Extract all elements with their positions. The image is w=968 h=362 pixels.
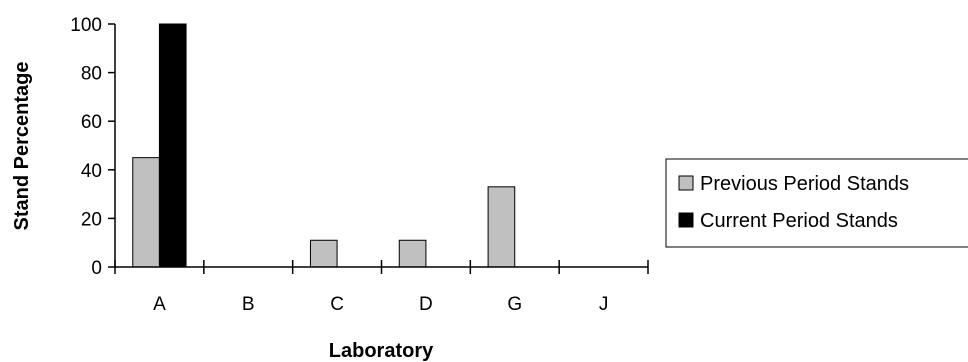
legend-box	[665, 158, 968, 248]
legend-label-current: Current Period Stands	[700, 210, 898, 232]
bars-layer	[132, 23, 516, 268]
y-tick-label: 100	[70, 15, 102, 36]
bar-G-series-1	[487, 186, 516, 268]
x-tick-label: D	[419, 294, 433, 315]
x-tick-label: C	[330, 294, 344, 315]
legend-swatch-previous	[678, 175, 694, 191]
bar-A-series-1	[132, 157, 160, 268]
bar-A-series-2	[158, 23, 187, 268]
bar-D-series-1	[398, 239, 427, 268]
y-axis-title: Stand Percentage	[11, 62, 33, 231]
y-tick-label: 80	[81, 64, 102, 85]
y-tick-label: 20	[81, 209, 102, 230]
x-tick-label: J	[599, 294, 609, 315]
y-tick-label: 0	[91, 258, 102, 279]
legend-label-previous: Previous Period Stands	[700, 173, 909, 195]
y-ticks-layer: 0 20 40 60 80 100	[70, 15, 115, 279]
bar-C-series-1	[309, 239, 338, 268]
legend: Previous Period Stands Current Period St…	[665, 158, 968, 248]
x-tick-label: G	[507, 294, 522, 315]
x-tick-label: B	[242, 294, 255, 315]
x-tick-label: A	[153, 294, 166, 315]
legend-swatch-current	[678, 212, 694, 228]
y-tick-label: 40	[81, 161, 102, 182]
y-tick-label: 60	[81, 112, 102, 133]
x-axis-title: Laboratory	[329, 340, 434, 362]
axes-layer	[114, 24, 648, 268]
